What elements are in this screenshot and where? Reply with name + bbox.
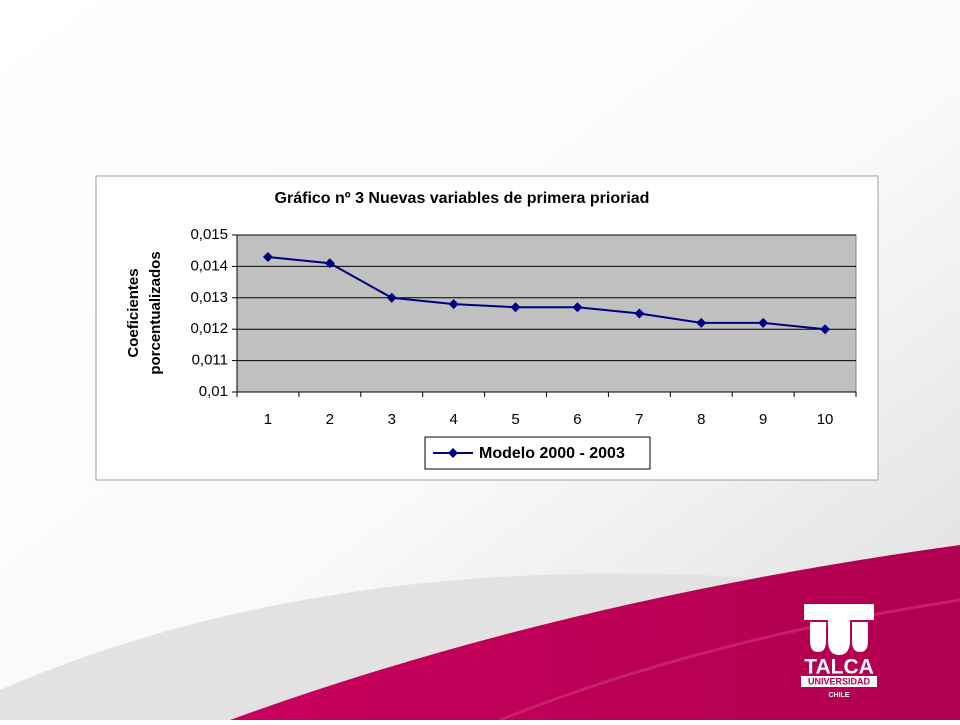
point bbox=[820, 324, 831, 335]
y-tick-label: 0,011 bbox=[192, 352, 228, 369]
logo-line2: CHILE bbox=[829, 692, 850, 699]
point bbox=[448, 299, 459, 310]
point bbox=[696, 317, 707, 328]
logo-name: TALCA bbox=[804, 656, 874, 679]
logo: TALCA UNIVERSIDAD CHILE bbox=[801, 604, 877, 699]
y-axis-title: Coeficientes porcentualizados bbox=[125, 251, 164, 374]
point bbox=[758, 317, 769, 328]
y-tick-label: 0,012 bbox=[190, 320, 228, 337]
x-tick-label: 6 bbox=[573, 411, 581, 428]
chart-title: Gráfico nº 3 Nuevas variables de primera… bbox=[275, 190, 650, 207]
x-tick-label: 1 bbox=[264, 411, 272, 428]
x-tick-label: 3 bbox=[388, 411, 396, 428]
y-tick-label: 0,01 bbox=[199, 383, 228, 400]
series-line bbox=[267, 255, 826, 331]
x-tick-label: 5 bbox=[511, 411, 519, 428]
x-tick-label: 10 bbox=[817, 411, 834, 428]
point bbox=[324, 258, 335, 269]
y-tick-label: 0,013 bbox=[190, 289, 228, 306]
logo-line1: UNIVERSIDAD bbox=[808, 676, 871, 686]
plot: 0,01 0,011 0,012 0,013 0,014 0,015 1 2 3 4 5 6 7 8 9 10… bbox=[190, 226, 857, 470]
point bbox=[634, 308, 645, 319]
x-tick-label: 8 bbox=[697, 411, 705, 428]
logo-mark bbox=[804, 604, 874, 655]
point bbox=[262, 251, 273, 262]
y-label-line: Coeficientes bbox=[125, 268, 142, 357]
y-tick-label: 0,014 bbox=[190, 257, 228, 274]
logo-bar bbox=[801, 676, 877, 687]
x-tick-label: 9 bbox=[759, 411, 767, 428]
x-tick-label: 2 bbox=[326, 411, 334, 428]
x-tick-label: 7 bbox=[635, 411, 643, 428]
legend-marker bbox=[448, 448, 458, 458]
x-tick-label: 4 bbox=[449, 411, 457, 428]
magenta-swoosh bbox=[230, 545, 960, 720]
point bbox=[510, 302, 521, 313]
y-label-line: porcentualizados bbox=[147, 251, 164, 374]
swoosh-highlight bbox=[499, 598, 960, 722]
legend-label: Modelo 2000 - 2003 bbox=[479, 445, 625, 462]
point bbox=[572, 302, 583, 313]
y-tick-label: 0,015 bbox=[190, 226, 228, 243]
legend-box bbox=[424, 436, 651, 470]
point bbox=[386, 292, 397, 303]
